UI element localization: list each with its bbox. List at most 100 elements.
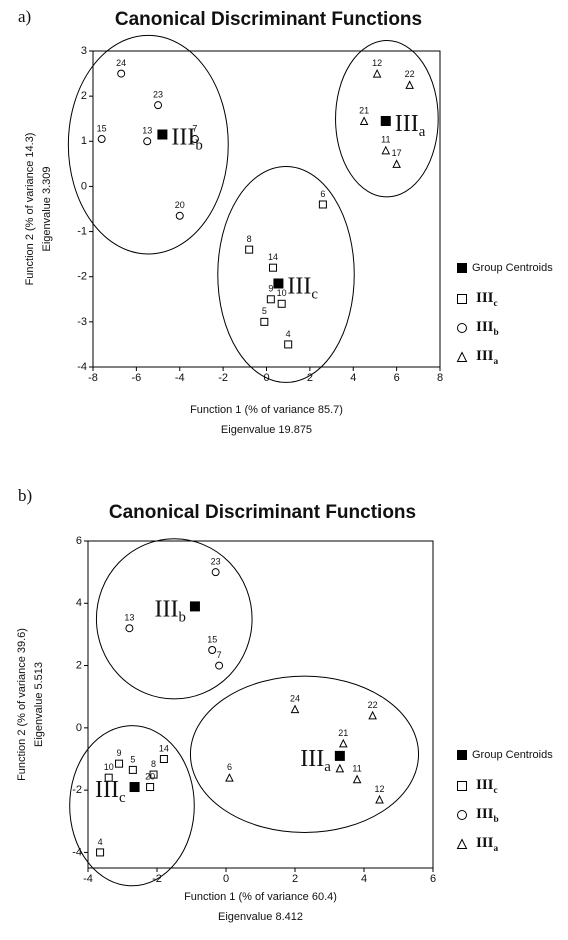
group-label: IIIc <box>287 273 318 303</box>
point-label: 11 <box>381 135 390 145</box>
point <box>277 299 286 308</box>
x-tick-label: -6 <box>131 372 141 384</box>
legend-label: IIIb <box>476 319 499 338</box>
x-tick-label: -4 <box>83 873 93 885</box>
group-label-base: III <box>95 777 119 803</box>
legend-label: Group Centroids <box>472 262 553 274</box>
point <box>290 704 300 714</box>
point <box>225 773 234 782</box>
x-axis-label: Function 1 (% of variance 60.4) <box>184 891 337 903</box>
y-tick-label: -4 <box>77 361 87 373</box>
group-ellipse <box>95 538 253 700</box>
x-axis-label: Function 1 (% of variance 85.7) <box>190 404 343 416</box>
point <box>260 317 269 326</box>
point-label: 21 <box>359 105 369 115</box>
group-ellipse <box>189 675 420 834</box>
y-tick-label: 1 <box>81 135 87 147</box>
point <box>125 624 134 633</box>
point-label: 7 <box>192 123 197 133</box>
point <box>335 763 345 773</box>
point <box>154 101 163 110</box>
legend-marker <box>457 323 467 333</box>
group-label-sub: a <box>419 124 426 140</box>
point <box>159 755 168 763</box>
centroid <box>334 750 345 761</box>
point <box>149 770 158 779</box>
point-label: 15 <box>97 123 107 133</box>
legend-label: IIIc <box>476 290 498 309</box>
centroid <box>189 601 200 612</box>
point <box>284 340 293 349</box>
point <box>368 710 377 720</box>
point <box>245 245 254 254</box>
point-label: 12 <box>372 58 382 68</box>
group-ellipse <box>335 40 439 198</box>
group-label-sub: b <box>195 138 202 154</box>
x-tick-label: 0 <box>223 873 229 885</box>
y-axis-label: Eigenvalue 5.513 <box>33 662 45 747</box>
point <box>359 116 369 125</box>
legend-label: IIIa <box>476 835 499 854</box>
point <box>146 783 155 792</box>
point-label: 6 <box>320 189 325 199</box>
x-axis-label: Eigenvalue 19.875 <box>221 424 312 436</box>
legend-label-sub: c <box>494 299 498 309</box>
point-label: 11 <box>352 764 361 774</box>
centroid <box>129 782 140 793</box>
point <box>338 738 348 748</box>
point-label: 10 <box>104 762 114 772</box>
group-label-sub: a <box>324 759 331 775</box>
point <box>190 135 199 144</box>
x-axis-label: Eigenvalue 8.412 <box>218 911 303 923</box>
plot-frame <box>87 540 434 869</box>
legend-label: IIIc <box>476 777 498 796</box>
point-label: 5 <box>130 754 135 764</box>
legend-label-sub: a <box>494 357 499 367</box>
point <box>208 646 217 654</box>
legend-label-base: III <box>476 348 494 364</box>
point-label: 5 <box>262 306 267 316</box>
legend-label: IIIa <box>476 348 499 367</box>
point <box>117 69 126 78</box>
x-tick-label: 8 <box>437 372 443 384</box>
chart-title: Canonical Discriminant Functions <box>109 502 416 523</box>
group-label: IIIc <box>95 777 126 807</box>
point <box>143 137 152 146</box>
legend-marker <box>456 351 468 362</box>
y-tick-label: 2 <box>81 90 87 102</box>
legend-label: IIIb <box>476 806 499 825</box>
point <box>405 80 414 89</box>
y-tick-label: -2 <box>77 271 87 283</box>
x-tick-label: -4 <box>175 372 185 384</box>
centroid <box>380 115 391 126</box>
group-label-base: III <box>155 596 179 622</box>
point <box>375 794 384 804</box>
point <box>266 295 275 304</box>
y-axis-label: Eigenvalue 3.309 <box>41 166 53 251</box>
group-label: IIIb <box>155 596 186 626</box>
legend-label-base: III <box>476 319 494 335</box>
point-label: 20 <box>175 200 185 210</box>
point-label: 12 <box>375 784 385 794</box>
legend-label-sub: b <box>494 328 499 338</box>
point-label: 23 <box>211 557 221 567</box>
point <box>115 759 124 768</box>
group-label-base: III <box>171 124 195 150</box>
legend-label-sub: c <box>494 786 498 796</box>
legend-marker <box>457 294 467 304</box>
x-tick-label: 6 <box>394 372 400 384</box>
point-label: 15 <box>207 634 217 644</box>
point-label: 24 <box>116 58 126 68</box>
x-tick-label: -2 <box>218 372 228 384</box>
point-label: 14 <box>159 743 169 753</box>
group-label-base: III <box>287 273 311 299</box>
point <box>269 263 278 272</box>
point <box>175 211 184 220</box>
group-label-base: III <box>300 745 324 771</box>
chart-title: Canonical Discriminant Functions <box>115 9 422 30</box>
group-label-sub: b <box>179 610 186 626</box>
point <box>97 135 106 144</box>
y-tick-label: 6 <box>76 535 82 547</box>
y-axis-label: Function 2 (% of variance 14.3) <box>24 133 36 286</box>
